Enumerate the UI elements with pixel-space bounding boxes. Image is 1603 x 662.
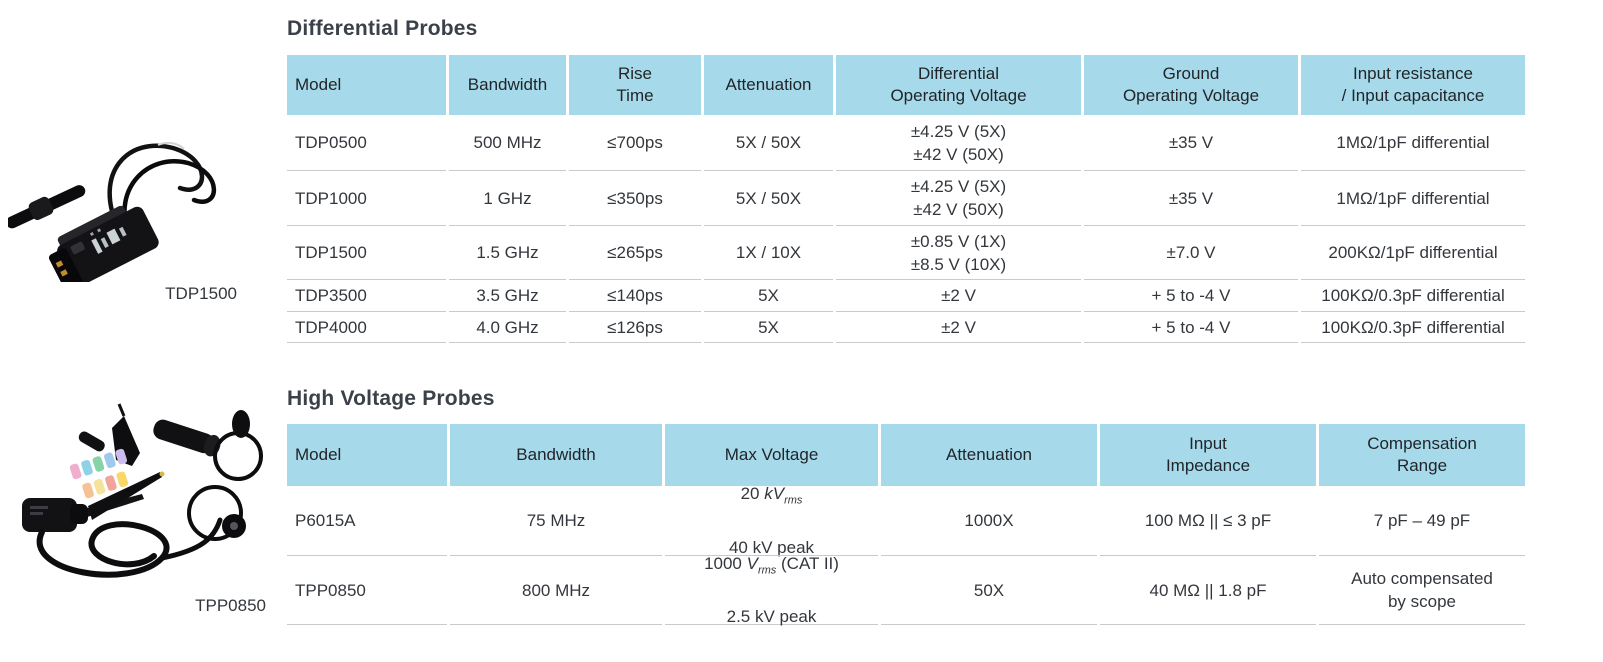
cell: 1000X	[964, 511, 1014, 530]
product-photo-tdp1500: TDP1500	[8, 118, 245, 304]
col-header-attenuation: Attenuation	[704, 55, 833, 115]
cell-model: TPP0850	[287, 555, 447, 625]
cell: Auto compensated by scope	[1319, 555, 1525, 625]
cell-model: TDP3500	[287, 279, 446, 311]
table-header-row: Model Bandwidth Max Voltage Attenuation …	[287, 424, 1525, 486]
cell: 500 MHz	[473, 133, 542, 152]
cell: + 5 to -4 V	[1084, 311, 1298, 343]
cell: ≤350ps	[569, 170, 701, 225]
cell-max-voltage: 1000 Vrms (CAT II) 2.5 kV peak	[665, 553, 878, 627]
col-header-attenuation: Attenuation	[881, 424, 1097, 486]
cell: + 5 to -4 V	[1084, 279, 1298, 311]
cell: ±0.85 V (1X) ±8.5 V (10X)	[836, 225, 1081, 279]
cell: 5X	[704, 311, 833, 343]
cell: 7 pF – 49 pF	[1373, 511, 1471, 530]
col-header-differential-operating-voltage: Differential Operating Voltage	[836, 55, 1081, 115]
col-header-max-voltage: Max Voltage	[665, 424, 878, 486]
cell: ±35 V	[1168, 133, 1214, 152]
max-voltage-subscript: rms	[757, 564, 777, 577]
cell: ≤265ps	[569, 225, 701, 279]
table-row: TDP1000 1 GHz ≤350ps 5X / 50X ±4.25 V (5…	[287, 170, 1525, 225]
differential-probe-illustration	[8, 141, 217, 282]
differential-probes-table: Model Bandwidth Rise Time Attenuation Di…	[287, 55, 1525, 343]
product-photo-tpp0850: TPP0850	[12, 398, 274, 616]
cell: 4.0 GHz	[449, 311, 566, 343]
cell: 800 MHz	[450, 555, 662, 625]
cell: 1 GHz	[449, 170, 566, 225]
col-header-compensation-range: Compensation Range	[1319, 424, 1525, 486]
max-voltage-unit: kV	[764, 484, 785, 504]
high-voltage-probes-table: Model Bandwidth Max Voltage Attenuation …	[287, 424, 1525, 627]
cell: 5X	[704, 279, 833, 311]
table-row: TDP3500 3.5 GHz ≤140ps 5X ±2 V + 5 to -4…	[287, 279, 1525, 311]
table-row: TDP4000 4.0 GHz ≤126ps 5X ±2 V + 5 to -4…	[287, 311, 1525, 343]
max-voltage-suffix: (CAT II)	[776, 553, 839, 573]
max-voltage-unit: V	[746, 553, 758, 573]
max-voltage-line2: 40 kV peak	[728, 537, 815, 557]
col-header-rise-time: Rise Time	[569, 55, 701, 115]
table-row: P6015A 75 MHz 20 kVrms 40 kV peak 1000X …	[287, 484, 1525, 556]
cell: 1MΩ/1pF differential	[1336, 133, 1490, 152]
cell: 100KΩ/0.3pF differential	[1301, 311, 1525, 343]
section-title-differential-probes: Differential Probes	[287, 17, 478, 40]
cell: ≤140ps	[569, 279, 701, 311]
cell-model: P6015A	[295, 511, 356, 530]
table-row: TPP0850 800 MHz 1000 Vrms (CAT II) 2.5 k…	[287, 553, 1525, 627]
cell: 40 MΩ || 1.8 pF	[1100, 555, 1316, 625]
col-header-bandwidth: Bandwidth	[450, 424, 662, 486]
cell: 3.5 GHz	[449, 279, 566, 311]
cell: 50X	[881, 555, 1097, 625]
cell-model: TDP1500	[287, 225, 446, 279]
table-row: TDP0500 500 MHz ≤700ps 5X / 50X ±4.25 V …	[287, 115, 1525, 170]
product-label: TDP1500	[165, 284, 237, 303]
cell: 100 MΩ || ≤ 3 pF	[1144, 511, 1272, 530]
cell: ±4.25 V (5X) ±42 V (50X)	[910, 121, 1007, 164]
max-voltage-subscript: rms	[784, 494, 803, 507]
col-header-bandwidth: Bandwidth	[449, 55, 566, 115]
cell: 100KΩ/0.3pF differential	[1301, 279, 1525, 311]
col-header-input-resistance: Input resistance / Input capacitance	[1301, 55, 1525, 115]
cell: ≤700ps	[607, 133, 663, 152]
table-header-row: Model Bandwidth Rise Time Attenuation Di…	[287, 55, 1525, 115]
cell: 1X / 10X	[704, 225, 833, 279]
cell: 5X / 50X	[704, 170, 833, 225]
col-header-ground-operating-voltage: Ground Operating Voltage	[1084, 55, 1298, 115]
cell: 1.5 GHz	[449, 225, 566, 279]
max-voltage-value: 20	[740, 484, 765, 504]
col-header-model: Model	[287, 424, 447, 486]
cell-max-voltage: 20 kVrms 40 kV peak	[665, 484, 878, 556]
cell: 1MΩ/1pF differential	[1301, 170, 1525, 225]
cell-model: TDP1000	[287, 170, 446, 225]
col-header-model: Model	[287, 55, 446, 115]
product-label: TPP0850	[195, 596, 266, 615]
cell-model: TDP4000	[287, 311, 446, 343]
cell: ±35 V	[1084, 170, 1298, 225]
cell: 5X / 50X	[735, 133, 802, 152]
max-voltage-line2: 2.5 kV peak	[726, 607, 817, 627]
table-row: TDP1500 1.5 GHz ≤265ps 1X / 10X ±0.85 V …	[287, 225, 1525, 279]
cell: 75 MHz	[526, 511, 586, 530]
section-title-high-voltage-probes: High Voltage Probes	[287, 387, 495, 410]
cell: ±7.0 V	[1084, 225, 1298, 279]
cell: 200KΩ/1pF differential	[1301, 225, 1525, 279]
cell: ≤126ps	[569, 311, 701, 343]
cell: ±2 V	[836, 311, 1081, 343]
cell: ±4.25 V (5X) ±42 V (50X)	[836, 170, 1081, 225]
col-header-input-impedance: Input Impedance	[1100, 424, 1316, 486]
high-voltage-probe-kit-illustration	[22, 403, 263, 578]
cell: ±2 V	[836, 279, 1081, 311]
cell-model: TDP0500	[295, 133, 367, 152]
max-voltage-value: 1000	[704, 553, 747, 573]
